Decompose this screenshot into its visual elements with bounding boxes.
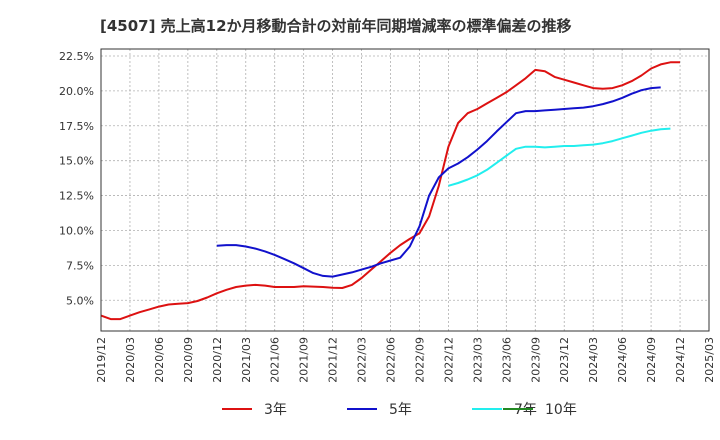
y-tick-label: 5.0% xyxy=(66,294,94,307)
x-tick-label: 2022/03 xyxy=(356,337,369,383)
y-tick-label: 10.0% xyxy=(59,224,94,237)
x-tick-label: 2021/03 xyxy=(240,337,253,383)
y-tick-label: 20.0% xyxy=(59,85,94,98)
x-tick-label: 2023/09 xyxy=(529,337,542,383)
x-tick-label: 2024/03 xyxy=(587,337,600,383)
series-lines xyxy=(100,61,680,321)
legend-label-5年: 5年 xyxy=(389,402,412,418)
grid xyxy=(100,49,710,331)
legend-label-10年: 10年 xyxy=(545,402,577,418)
x-tick-label: 2024/09 xyxy=(645,337,658,383)
x-tick-label: 2024/06 xyxy=(616,337,629,383)
series-line-3年 xyxy=(100,61,680,321)
x-tick-label: 2024/12 xyxy=(674,337,687,383)
x-tick-label: 2025/03 xyxy=(703,337,716,383)
x-tick-label: 2022/12 xyxy=(442,337,455,383)
x-tick-label: 2022/06 xyxy=(385,337,398,383)
chart-title: [4507] 売上高12か月移動合計の対前年同期増減率の標準偏差の推移 xyxy=(100,17,572,35)
legend-label-3年: 3年 xyxy=(264,402,287,418)
x-tick-label: 2023/03 xyxy=(471,337,484,383)
y-axis-ticks: 5.0% 7.5% 10.0% 12.5% 15.0% 17.5% 20.0% 22.5% xyxy=(59,50,94,307)
y-tick-label: 15.0% xyxy=(59,155,94,168)
x-tick-label: 2020/06 xyxy=(153,337,166,383)
legend: 3年5年7年10年 xyxy=(222,402,577,418)
x-tick-label: 2019/12 xyxy=(95,337,108,383)
y-tick-label: 7.5% xyxy=(66,259,94,272)
x-axis-ticks: 2019/12 2020/03 2020/06 2020/09 2020/12 2021/… xyxy=(95,337,716,383)
x-tick-label: 2023/06 xyxy=(500,337,513,383)
x-tick-label: 2020/12 xyxy=(211,337,224,383)
y-tick-label: 22.5% xyxy=(59,50,94,63)
series-line-7年 xyxy=(448,127,671,187)
x-tick-label: 2021/09 xyxy=(298,337,311,383)
x-tick-label: 2023/12 xyxy=(558,337,571,383)
x-tick-label: 2021/12 xyxy=(327,337,340,383)
plot-frame xyxy=(100,48,710,332)
x-tick-label: 2021/06 xyxy=(269,337,282,383)
y-tick-label: 12.5% xyxy=(59,190,94,203)
x-tick-label: 2022/09 xyxy=(413,337,426,383)
x-tick-label: 2020/03 xyxy=(124,337,137,383)
x-tick-label: 2020/09 xyxy=(182,337,195,383)
y-tick-label: 17.5% xyxy=(59,120,94,133)
series-line-5年 xyxy=(216,86,661,278)
